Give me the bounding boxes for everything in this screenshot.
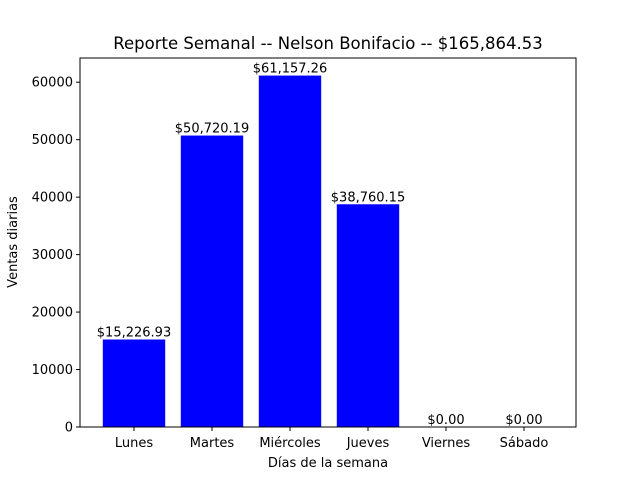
bar [336,204,400,427]
plot-area: $15,226.93 $50,720.19 $61,157.26 $38,760.15… [32,57,577,451]
x-axis: Lunes Martes Miércoles Jueves Viernes Sábado [115,427,548,451]
bars [102,75,400,428]
x-tick-label: Martes [190,436,235,451]
bar-value-label: $50,720.19 [175,122,249,137]
bar-value-label: $15,226.93 [97,326,171,341]
y-axis: 0 10000 20000 30000 40000 50000 60000 [32,76,80,436]
y-tick-label: 10000 [32,363,73,378]
x-tick-label: Jueves [346,436,390,451]
y-tick-label: 50000 [32,133,73,148]
y-tick-label: 60000 [32,76,73,91]
x-tick-label: Sábado [500,436,549,451]
bar-value-label: $61,157.26 [253,62,327,77]
bar-value-label: $38,760.15 [331,190,405,205]
x-axis-label: Días de la semana [268,456,388,471]
y-axis-label: Ventas diarias [6,196,21,288]
x-tick-label: Lunes [115,436,153,451]
bar-value-label: $0.00 [427,413,464,428]
chart-title: Reporte Semanal -- Nelson Bonifacio -- $… [113,34,542,53]
y-tick-label: 40000 [32,191,73,206]
y-tick-label: 30000 [32,248,73,263]
y-tick-label: 20000 [32,306,73,321]
x-tick-label: Viernes [422,436,471,451]
bar-value-label: $0.00 [505,413,542,428]
bar-value-labels: $15,226.93 $50,720.19 $61,157.26 $38,760.15… [97,62,543,428]
y-tick-label: 0 [65,421,73,436]
plot-frame [79,57,577,428]
x-tick-label: Miércoles [259,436,321,451]
bar [258,75,322,428]
bar [180,135,244,427]
bar [102,339,166,427]
